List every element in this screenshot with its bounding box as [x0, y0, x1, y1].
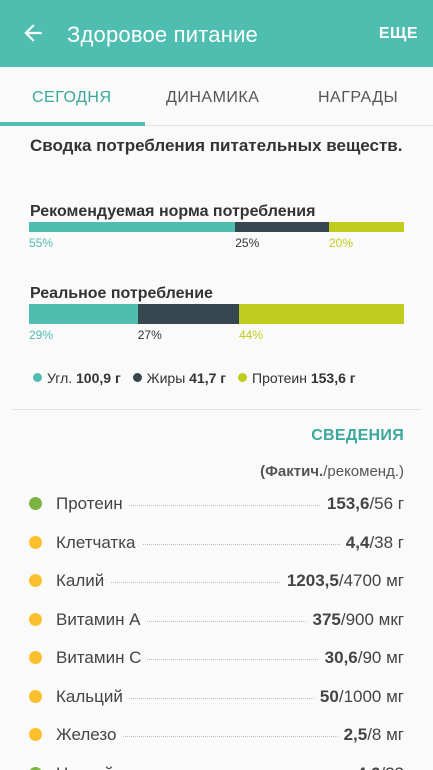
tab-awards[interactable]: НАГРАДЫ: [318, 89, 399, 106]
legend-protein: Протеин 153,6 г: [238, 370, 356, 386]
nutrient-recommended: /38 г: [369, 532, 404, 552]
tab-today[interactable]: СЕГОДНЯ: [32, 89, 112, 106]
nutrient-recommended: /1000 мг: [338, 686, 404, 706]
fat-dot-icon: [132, 373, 142, 382]
nutrient-row: Кальций 50/1000 мг: [0, 678, 433, 716]
nutrient-recommended: /4700 мг: [338, 571, 404, 590]
status-dot-icon: [29, 766, 42, 770]
legend-carbs-value: 100,9 г: [76, 370, 121, 386]
nutrient-row: Натрий 4,6/23: [0, 755, 433, 770]
status-dot-icon: [29, 689, 42, 703]
nutrient-recommended: /8 мг: [367, 725, 404, 744]
actual-protein-percent: 44%: [239, 328, 264, 342]
dotted-leader: [60, 736, 404, 737]
page-title: Здоровое питание: [67, 22, 258, 47]
tab-indicator: [0, 122, 145, 126]
dotted-leader: [60, 543, 404, 545]
nutrient-value: 375/900 мкг: [306, 609, 404, 630]
nutrient-recommended: /56 г: [369, 494, 404, 513]
nutrient-name: Калий: [56, 571, 111, 591]
legend-carbs-label: Угл.: [47, 370, 73, 386]
legend-carbs: Угл. 100,9 г: [33, 370, 121, 386]
actual-carbs-segment: [29, 304, 138, 324]
nutrient-value: 4,4/38 г: [339, 532, 404, 553]
divider: [12, 409, 421, 410]
details-link[interactable]: СВЕДЕНИЯ: [311, 427, 404, 444]
carbs-dot-icon: [33, 373, 42, 382]
nutrient-actual: 1203,5: [286, 571, 339, 590]
nutrient-name: Натрий: [56, 763, 120, 770]
macro-legend: Угл. 100,9 г Жиры 41,7 г Протеин 153,6 г: [33, 370, 364, 386]
legend-fat: Жиры 41,7 г: [132, 370, 227, 386]
nutrient-actual: 153,6: [326, 494, 370, 513]
actual-protein-segment: [239, 304, 404, 324]
status-dot-icon: [29, 574, 42, 587]
actual-bar: [29, 304, 404, 324]
nutrient-row: Витамин А 375/900 мкг: [0, 601, 433, 639]
nutrient-actual: 2,5: [343, 725, 368, 744]
tab-bar: СЕГОДНЯ ДИНАМИКА НАГРАДЫ: [0, 67, 433, 126]
nutrient-name: Кальций: [56, 686, 129, 707]
nutrient-recommended: /90 мг: [357, 648, 404, 667]
nutrient-actual: 4,6: [357, 764, 381, 770]
nutrient-value: 30,6/90 мг: [318, 648, 404, 668]
nutrient-row: Калий 1203,5/4700 мг: [0, 562, 433, 600]
actual-fat-segment: [137, 304, 239, 324]
status-dot-icon: [29, 651, 42, 664]
nutrient-actual: 30,6: [324, 648, 358, 667]
details-subtitle: (Фактич./рекоменд.): [260, 463, 404, 480]
actual-fat-percent: 27%: [137, 328, 162, 342]
dotted-leader: [60, 697, 404, 699]
nutrient-name: Железо: [56, 725, 123, 745]
app-bar: Здоровое питание ЕЩЕ: [0, 0, 433, 67]
details-sub-actual: (Фактич.: [260, 463, 324, 480]
nutrient-actual: 375: [312, 609, 341, 629]
nutrient-recommended: /900 мкг: [340, 609, 404, 629]
actual-carbs-percent: 29%: [29, 328, 54, 342]
nutrient-name: Клетчатка: [56, 532, 142, 553]
dotted-leader: [60, 505, 404, 506]
arrow-left-icon[interactable]: [20, 20, 46, 46]
details-sub-recommended: /рекоменд.): [323, 463, 404, 480]
status-dot-icon: [29, 535, 42, 549]
recommended-bar: [29, 222, 404, 232]
tab-dynamics[interactable]: ДИНАМИКА: [166, 89, 260, 106]
legend-fat-value: 41,7 г: [189, 370, 227, 386]
nutrient-row: Витамин С 30,6/90 мг: [0, 639, 433, 677]
actual-label: Реальное потребление: [30, 285, 213, 302]
nutrient-row: Протеин 153,6/56 г: [0, 485, 433, 523]
recommended-carbs-percent: 55%: [29, 236, 54, 250]
status-dot-icon: [29, 728, 42, 741]
dotted-leader: [60, 659, 404, 660]
dotted-leader: [60, 620, 404, 622]
protein-dot-icon: [238, 373, 248, 382]
nutrient-row: Клетчатка 4,4/38 г: [0, 524, 433, 562]
nutrient-value: 153,6/56 г: [320, 494, 404, 514]
legend-fat-label: Жиры: [146, 370, 186, 386]
nutrient-name: Протеин: [56, 494, 129, 514]
dotted-leader: [60, 582, 404, 583]
status-dot-icon: [29, 612, 42, 626]
recommended-label: Рекомендуемая норма потребления: [30, 203, 316, 220]
nutrient-actual: 50: [319, 686, 339, 706]
recommended-carbs-segment: [29, 222, 236, 232]
status-dot-icon: [29, 497, 42, 510]
nutrient-value: 2,5/8 мг: [337, 725, 404, 745]
more-button[interactable]: ЕЩЕ: [378, 25, 418, 42]
summary-title: Сводка потребления питательных веществ.: [30, 136, 403, 155]
nutrient-row: Железо 2,5/8 мг: [0, 716, 433, 754]
nutrient-value: 4,6/23: [350, 763, 404, 770]
recommended-fat-segment: [235, 222, 329, 232]
nutrient-name: Витамин С: [56, 648, 148, 668]
recommended-protein-segment: [329, 222, 404, 232]
legend-protein-label: Протеин: [252, 370, 307, 386]
recommended-fat-percent: 25%: [235, 236, 260, 250]
nutrient-recommended: /23: [380, 764, 404, 770]
nutrient-actual: 4,4: [345, 532, 370, 552]
nutrient-value: 1203,5/4700 мг: [280, 571, 404, 591]
nutrient-value: 50/1000 мг: [313, 686, 404, 707]
nutrient-name: Витамин А: [56, 609, 147, 630]
legend-protein-value: 153,6 г: [310, 370, 356, 386]
recommended-protein-percent: 20%: [329, 236, 354, 250]
